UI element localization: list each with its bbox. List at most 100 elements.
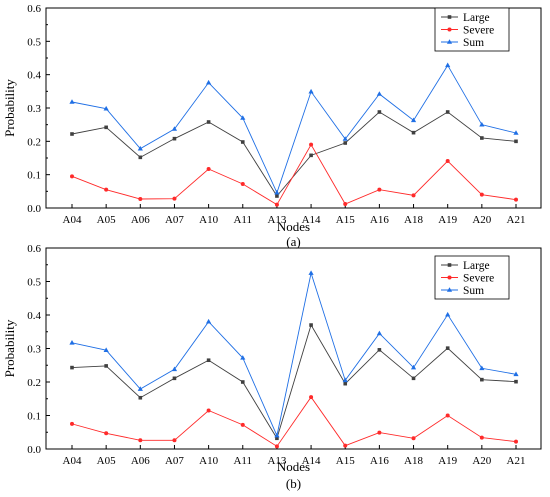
x-axis-title: Nodes xyxy=(277,459,310,474)
x-tick-label: A15 xyxy=(336,214,355,226)
legend-large-marker xyxy=(447,263,452,267)
series-large-point xyxy=(275,436,279,441)
series-sum-point xyxy=(308,270,314,275)
y-tick-label: 0.3 xyxy=(27,344,41,356)
x-tick-label: A05 xyxy=(97,455,116,467)
series-large-point xyxy=(240,380,245,384)
y-axis-title: Probability xyxy=(2,319,17,377)
legend-severe-label: Severe xyxy=(463,25,494,37)
series-severe-point xyxy=(343,443,348,448)
x-tick-label: A18 xyxy=(404,455,423,467)
legend-severe-marker xyxy=(447,275,452,280)
series-large-point xyxy=(138,155,143,160)
x-tick-label: A05 xyxy=(97,214,116,226)
x-tick-label: A11 xyxy=(233,455,252,467)
series-sum-point xyxy=(240,115,246,120)
series-large-line xyxy=(71,111,517,197)
legend-large-marker xyxy=(447,15,452,19)
series-sum-point xyxy=(445,62,451,68)
series-sum-point xyxy=(410,364,417,370)
series-sum-point xyxy=(274,432,280,438)
series-severe-point xyxy=(309,395,314,400)
y-tick-label: 0.0 xyxy=(27,444,41,456)
series-large-point xyxy=(411,130,416,135)
series-large-point xyxy=(343,381,348,386)
series-large-point xyxy=(480,136,484,140)
series-severe-point xyxy=(479,435,484,440)
series-large-point xyxy=(309,153,313,158)
series-large-point xyxy=(309,323,313,327)
series-large-point xyxy=(240,140,245,144)
series-severe-point xyxy=(274,444,279,449)
series-sum-point xyxy=(103,105,109,111)
series-sum-point xyxy=(308,88,314,94)
series-large xyxy=(70,323,518,441)
series-severe-point xyxy=(411,436,416,441)
series-large-point xyxy=(445,110,450,114)
legend-severe-label: Severe xyxy=(463,273,494,285)
y-tick-label: 0.4 xyxy=(27,310,41,322)
series-sum-line xyxy=(71,271,517,438)
series-severe-point xyxy=(445,413,450,418)
x-tick-label: A10 xyxy=(199,214,218,226)
x-tick-label: A07 xyxy=(165,214,184,226)
y-tick-label: 0.3 xyxy=(27,103,41,115)
x-tick-label: A14 xyxy=(302,455,321,467)
series-sum-point xyxy=(171,366,178,372)
y-axis-title: Probability xyxy=(2,79,17,137)
series-sum-point xyxy=(513,130,519,135)
series-severe xyxy=(70,395,518,449)
y-tick-label: 0.5 xyxy=(27,36,41,48)
x-tick-label: A16 xyxy=(370,214,389,226)
y-tick-label: 0.2 xyxy=(27,377,41,389)
series-sum-point xyxy=(342,377,348,383)
series-sum-point xyxy=(69,340,75,345)
series-large-point xyxy=(377,348,382,352)
y-tick-label: 0.1 xyxy=(27,411,41,423)
series-large-point xyxy=(172,376,177,381)
y-tick-label: 0.6 xyxy=(27,243,41,255)
legend-large-label: Large xyxy=(463,260,490,272)
series-severe-point xyxy=(514,439,518,444)
x-tick-label: A20 xyxy=(472,214,491,226)
series-severe-point xyxy=(206,408,211,413)
x-tick-label: A19 xyxy=(438,214,457,226)
series-sum-point xyxy=(410,117,417,123)
series-sum xyxy=(69,62,519,195)
series-sum-point xyxy=(376,330,382,336)
series-severe-point xyxy=(479,192,484,197)
series-sum-point xyxy=(479,121,485,127)
series-large-point xyxy=(104,364,108,368)
x-tick-label: A21 xyxy=(507,455,526,467)
x-tick-label: A04 xyxy=(63,214,82,226)
series-sum-point xyxy=(206,79,212,85)
x-tick-label: A13 xyxy=(267,214,286,226)
series-severe-point xyxy=(445,159,450,163)
series-severe-point xyxy=(70,174,74,179)
series-severe-point xyxy=(240,422,245,427)
x-tick-label: A06 xyxy=(131,455,150,467)
x-tick-label: A16 xyxy=(370,455,389,467)
series-sum-point xyxy=(240,355,246,360)
series-sum-point xyxy=(445,311,451,317)
series-sum-point xyxy=(342,136,348,141)
series-sum-point xyxy=(274,189,280,195)
series-sum-point xyxy=(479,365,485,371)
series-large xyxy=(70,110,518,198)
series-large-point xyxy=(206,358,211,363)
x-tick-label: A10 xyxy=(199,455,218,467)
x-axis-title: Nodes xyxy=(277,219,310,234)
series-large-point xyxy=(377,110,382,114)
series-large-point xyxy=(411,376,416,381)
y-tick-label: 0.2 xyxy=(27,136,41,148)
series-sum-point xyxy=(376,91,382,96)
series-sum-point xyxy=(206,318,212,324)
series-severe-point xyxy=(377,430,382,435)
x-tick-label: A06 xyxy=(131,214,150,226)
series-large-point xyxy=(343,141,348,145)
series-severe-point xyxy=(104,187,109,192)
series-severe-point xyxy=(411,193,416,198)
series-large-point xyxy=(514,139,518,144)
